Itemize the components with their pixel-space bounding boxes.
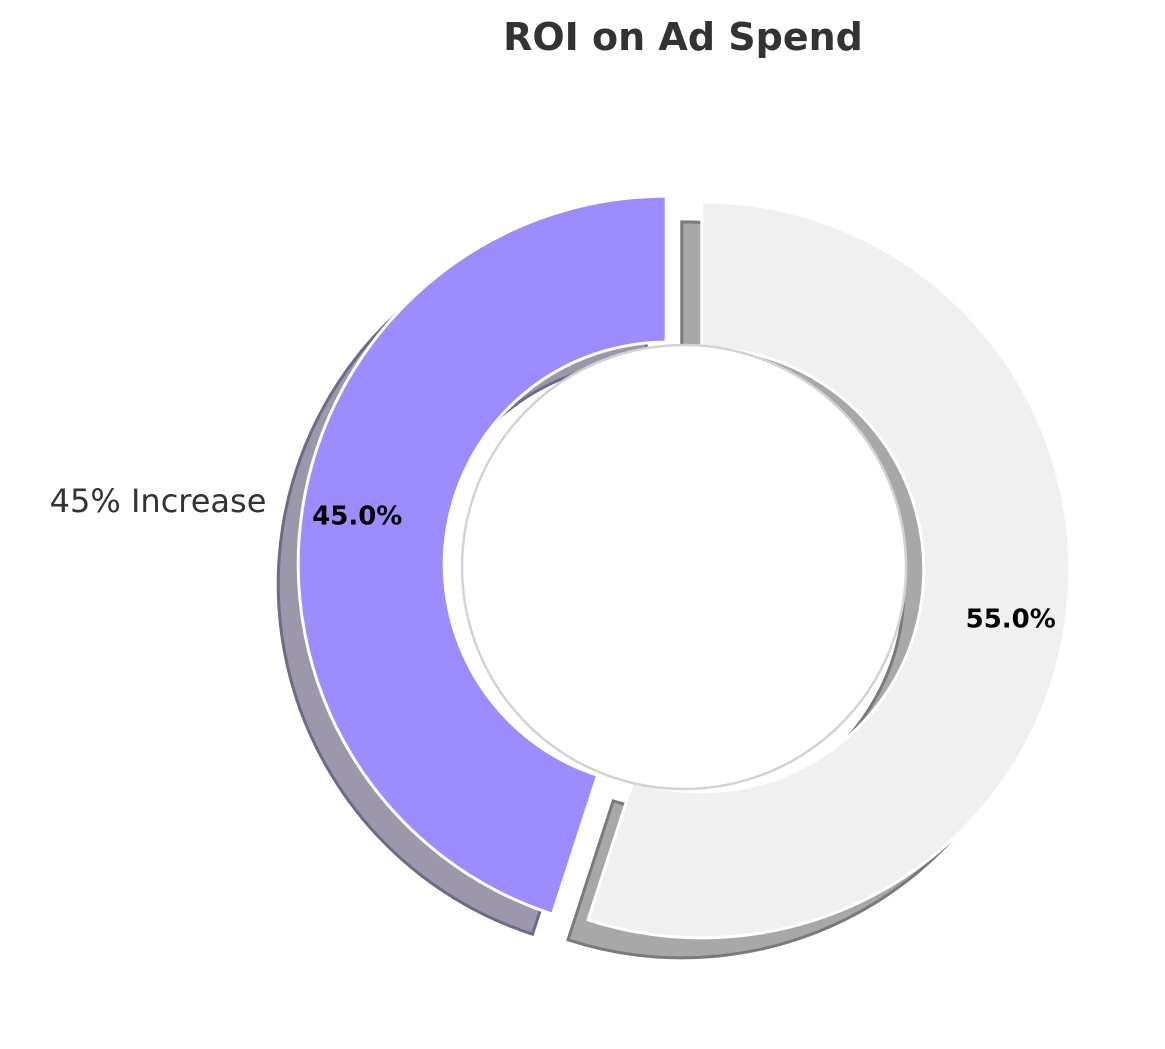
slice-label-1: 45% Increase xyxy=(50,482,267,520)
chart-title: ROI on Ad Spend xyxy=(503,15,863,59)
slice-2 xyxy=(586,200,1072,940)
labels: 45% Increase 45.0% 55.0% xyxy=(50,482,1056,635)
donut-hole xyxy=(460,343,908,791)
pct-label-2: 55.0% xyxy=(966,605,1056,635)
slices xyxy=(296,194,1072,940)
slice-1 xyxy=(296,194,668,917)
pct-label-1: 45.0% xyxy=(312,501,402,531)
